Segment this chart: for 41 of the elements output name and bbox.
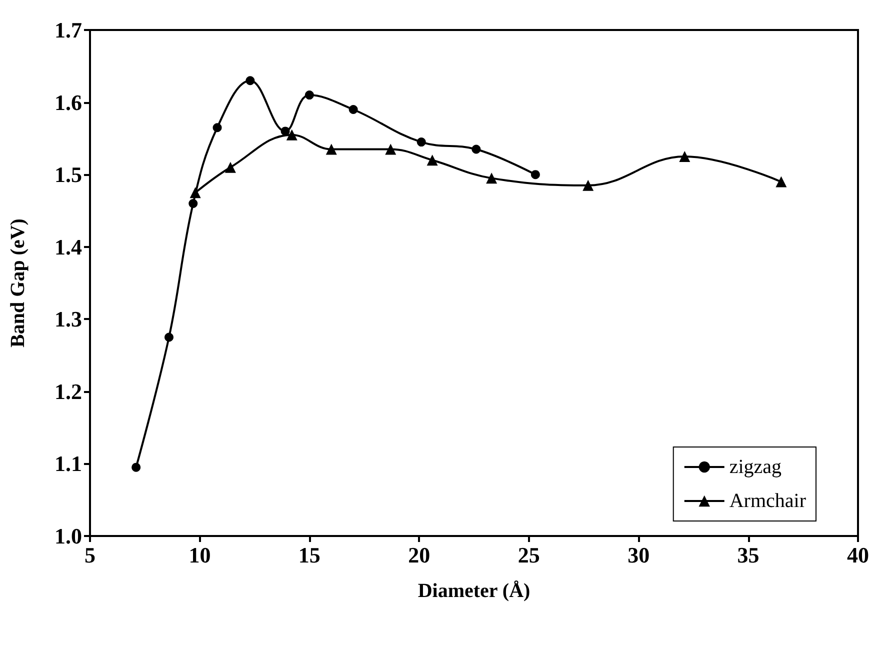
y-tick-label: 1.7 bbox=[54, 18, 82, 42]
point bbox=[348, 105, 358, 114]
point bbox=[164, 332, 174, 342]
y-axis-title: Band Gap (eV) bbox=[7, 218, 29, 348]
point bbox=[582, 180, 594, 191]
point bbox=[776, 176, 787, 188]
x-tick-label: 25 bbox=[518, 542, 540, 568]
point bbox=[190, 187, 201, 198]
x-tick-label: 15 bbox=[298, 542, 320, 568]
point bbox=[246, 76, 255, 86]
point bbox=[212, 123, 222, 132]
point bbox=[472, 144, 481, 154]
x-tick-label: 30 bbox=[628, 542, 650, 568]
y-tick-label: 1.3 bbox=[54, 306, 82, 332]
point bbox=[280, 126, 290, 136]
point bbox=[530, 170, 540, 180]
point bbox=[188, 198, 198, 208]
y-tick-label: 1.0 bbox=[54, 524, 82, 548]
legend-label: zigzag bbox=[729, 456, 782, 478]
point bbox=[224, 162, 236, 173]
x-tick-label: 10 bbox=[188, 542, 211, 568]
legend-label: Armchair bbox=[729, 490, 806, 512]
y-tick-label: 1.1 bbox=[54, 451, 82, 476]
y-tick-label: 1.4 bbox=[54, 234, 82, 260]
y-tick-label: 1.5 bbox=[54, 162, 82, 188]
point bbox=[416, 138, 426, 147]
point bbox=[385, 144, 396, 155]
point bbox=[486, 172, 498, 184]
y-tick-label: 1.2 bbox=[54, 378, 82, 404]
x-tick-label: 20 bbox=[408, 542, 430, 568]
point bbox=[426, 154, 438, 166]
point bbox=[304, 90, 314, 100]
y-tick-label: 1.6 bbox=[54, 90, 82, 115]
x-axis-title: Diameter (Å) bbox=[418, 580, 530, 602]
x-tick-label: 35 bbox=[737, 542, 760, 568]
point bbox=[132, 462, 141, 472]
point bbox=[286, 129, 298, 140]
point bbox=[326, 144, 337, 155]
point bbox=[679, 151, 690, 162]
x-tick-label: 40 bbox=[847, 542, 869, 568]
x-tick-label: 5 bbox=[84, 542, 96, 568]
